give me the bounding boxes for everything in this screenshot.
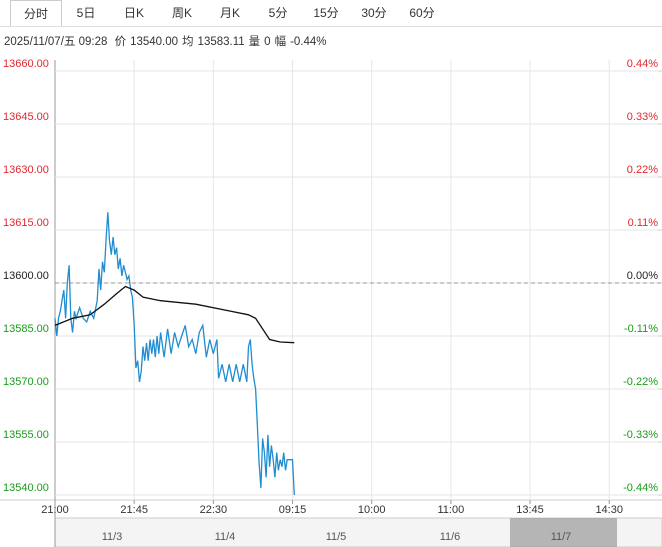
info-value: 13583.11 bbox=[197, 36, 245, 48]
tab[interactable]: 30分 bbox=[361, 6, 387, 20]
y-tick-label: 13630.00 bbox=[3, 164, 49, 176]
series-line bbox=[54, 212, 295, 496]
y-tick-label: 13540.00 bbox=[3, 482, 49, 494]
tab[interactable]: 60分 bbox=[409, 6, 435, 20]
tab-bar: 分时 5日 日K 周K 月K 5分 15分 30分 60分 bbox=[0, 0, 662, 27]
overview-date: 11/3 bbox=[102, 531, 123, 543]
info-label: 量 bbox=[248, 36, 261, 48]
x-tick-label: 11:00 bbox=[438, 504, 465, 516]
y2-tick-label: -0.33% bbox=[623, 429, 658, 441]
y2-tick-label: 0.33% bbox=[627, 111, 658, 123]
y2-tick-label: 0.11% bbox=[628, 217, 659, 229]
y-tick-label: 13585.00 bbox=[3, 323, 49, 335]
tab[interactable]: 15分 bbox=[313, 6, 339, 20]
overview-date: 11/4 bbox=[215, 531, 236, 543]
tab[interactable]: 日K bbox=[123, 6, 144, 20]
overview-date: 11/7 bbox=[551, 531, 572, 543]
y-tick-label: 13645.00 bbox=[3, 111, 49, 123]
y-tick-label: 13600.00 bbox=[3, 270, 49, 282]
y-tick-label: 13615.00 bbox=[3, 217, 49, 229]
info-value: 13540.00 bbox=[130, 36, 179, 48]
info-label: 均 bbox=[182, 36, 194, 48]
y-tick-label: 13555.00 bbox=[3, 429, 49, 441]
x-tick-label: 10:00 bbox=[358, 504, 386, 516]
x-tick-label: 14:30 bbox=[595, 504, 623, 516]
x-tick-label: 09:15 bbox=[279, 504, 307, 516]
y2-tick-label: 0.00% bbox=[627, 270, 658, 282]
info-line: 2025/11/07/五 09:28 价 13540.00 均 13583.11 量 0 幅… bbox=[4, 33, 331, 49]
y-tick-label: 13570.00 bbox=[3, 376, 49, 388]
tab[interactable]: 分时 bbox=[10, 0, 62, 26]
tab[interactable]: 5日 bbox=[76, 6, 96, 20]
x-tick-label: 13:45 bbox=[516, 504, 544, 516]
x-tick-label: 22:30 bbox=[200, 504, 228, 516]
y2-tick-label: 0.22% bbox=[627, 164, 658, 176]
y2-tick-label: -0.44% bbox=[623, 482, 658, 494]
y-tick-label: 13660.00 bbox=[3, 58, 49, 70]
x-tick-label: 21:45 bbox=[120, 504, 148, 516]
series-line bbox=[54, 285, 295, 344]
tab[interactable]: 周K bbox=[171, 6, 192, 20]
info-value: 0 bbox=[264, 36, 271, 48]
tab[interactable]: 月K bbox=[219, 6, 240, 20]
info-label: 幅 bbox=[274, 36, 287, 48]
overview-window bbox=[510, 518, 617, 547]
overview-date: 11/5 bbox=[326, 531, 347, 543]
y2-tick-label: 0.44% bbox=[627, 58, 658, 70]
x-tick-label: 21:00 bbox=[41, 504, 69, 516]
datetime: 2025/11/07/五 09:28 bbox=[4, 36, 108, 48]
y2-tick-label: -0.11% bbox=[624, 323, 658, 335]
info-label: 价 bbox=[114, 36, 127, 48]
y2-tick-label: -0.22% bbox=[623, 376, 658, 388]
info-value: -0.44% bbox=[290, 36, 327, 48]
overview-date: 11/6 bbox=[440, 531, 461, 543]
tab[interactable]: 5分 bbox=[268, 6, 288, 20]
